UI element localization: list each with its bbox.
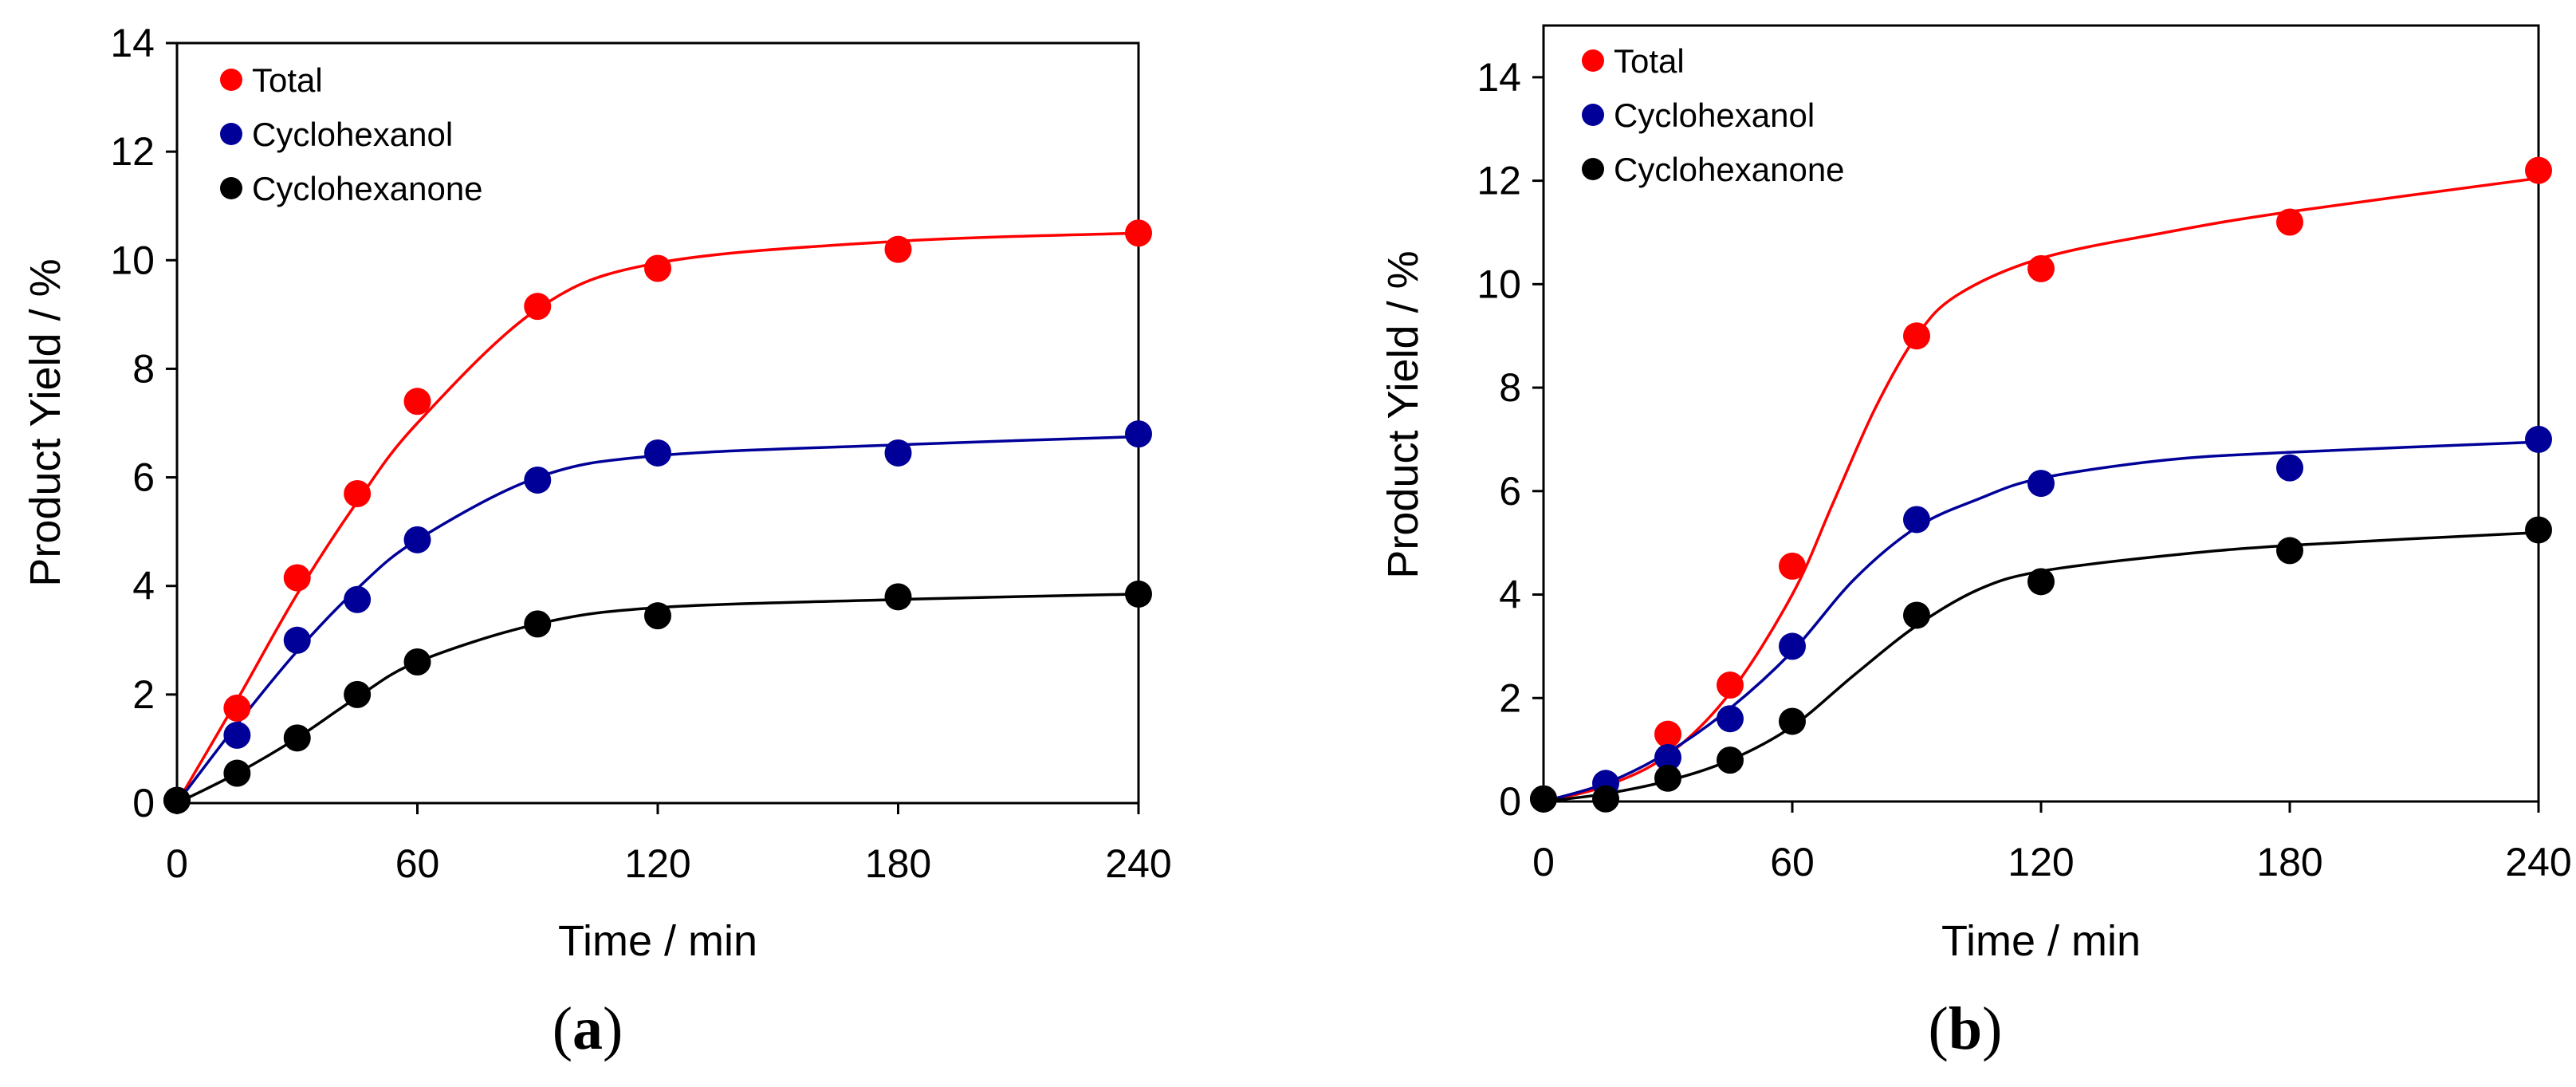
data-point-cyclohexanone bbox=[1903, 601, 1930, 629]
data-point-total bbox=[1903, 322, 1930, 350]
data-point-cyclohexanol bbox=[1903, 506, 1930, 534]
y-tick-label: 6 bbox=[132, 455, 155, 500]
plot-frame bbox=[1542, 24, 2540, 803]
data-point-total bbox=[2525, 156, 2552, 184]
plot-frame bbox=[175, 41, 1140, 805]
y-axis-label: Product Yield / % bbox=[1379, 250, 1427, 578]
y-tick-label: 8 bbox=[1499, 365, 1521, 410]
y-tick-label: 4 bbox=[1499, 573, 1521, 617]
x-tick-label: 180 bbox=[2256, 840, 2322, 884]
x-tick-label: 240 bbox=[1105, 841, 1171, 886]
data-point-cyclohexanol bbox=[344, 585, 372, 613]
y-tick-label: 2 bbox=[132, 672, 155, 717]
y-tick-label: 12 bbox=[1477, 159, 1521, 203]
legend-label-cyclohexanol: Cyclohexanol bbox=[1614, 96, 1815, 134]
data-point-cyclohexanol bbox=[403, 526, 431, 553]
x-tick-label: 120 bbox=[2008, 840, 2074, 884]
y-tick-label: 8 bbox=[132, 346, 155, 391]
data-point-cyclohexanone bbox=[223, 759, 251, 787]
data-point-cyclohexanol bbox=[1717, 705, 1744, 733]
data-point-cyclohexanone bbox=[1125, 580, 1152, 608]
panel-label: (b) bbox=[1929, 995, 2003, 1062]
data-point-total bbox=[524, 293, 552, 321]
data-point-cyclohexanone bbox=[2525, 516, 2552, 544]
data-point-cyclohexanone bbox=[1592, 785, 1619, 813]
x-tick-label: 240 bbox=[2505, 840, 2571, 884]
legend-label-cyclohexanone: Cyclohexanone bbox=[1614, 151, 1845, 188]
data-point-cyclohexanol bbox=[1125, 420, 1152, 448]
chart-panel-a: 0 2 4 6 8 10 12 14 0 60 120 180 240 Time / min Product… bbox=[22, 21, 1172, 1062]
data-point-cyclohexanol bbox=[283, 626, 311, 654]
x-tick-label: 0 bbox=[166, 841, 188, 886]
legend-marker-total bbox=[1582, 49, 1604, 72]
panel-label: (a) bbox=[553, 995, 623, 1062]
data-point-cyclohexanone bbox=[2027, 568, 2055, 596]
data-point-cyclohexanol bbox=[2525, 425, 2552, 453]
data-point-cyclohexanol bbox=[2027, 470, 2055, 498]
data-point-total bbox=[884, 235, 912, 263]
data-point-cyclohexanone bbox=[1779, 707, 1806, 735]
data-point-total bbox=[1125, 219, 1152, 247]
legend-marker-cyclohexanone bbox=[1582, 158, 1604, 180]
legend-label-cyclohexanol: Cyclohexanol bbox=[252, 116, 453, 153]
data-point-cyclohexanone bbox=[283, 724, 311, 752]
x-tick-label: 60 bbox=[395, 841, 440, 886]
x-axis-label: Time / min bbox=[558, 917, 757, 965]
data-point-total bbox=[2027, 254, 2055, 282]
data-point-cyclohexanone bbox=[344, 680, 372, 708]
y-tick-label: 2 bbox=[1499, 675, 1521, 720]
y-tick-label: 0 bbox=[132, 781, 155, 825]
data-point-total bbox=[283, 564, 311, 592]
data-point-cyclohexanone bbox=[524, 610, 552, 638]
data-point-cyclohexanone bbox=[884, 583, 912, 611]
y-tick-label: 6 bbox=[1499, 469, 1521, 514]
data-point-total bbox=[1654, 720, 1681, 748]
y-tick-label: 14 bbox=[1477, 55, 1521, 100]
fit-curve-total bbox=[177, 231, 1139, 803]
y-tick-label: 12 bbox=[110, 129, 155, 174]
data-point-cyclohexanol bbox=[1654, 743, 1681, 771]
x-tick-label: 120 bbox=[624, 841, 690, 886]
legend-marker-cyclohexanol bbox=[1582, 104, 1604, 126]
legend-label-total: Total bbox=[1614, 42, 1685, 80]
y-tick-label: 14 bbox=[110, 21, 155, 65]
data-point-total bbox=[223, 694, 251, 722]
data-point-cyclohexanol bbox=[884, 439, 912, 467]
data-point-total bbox=[2276, 208, 2303, 236]
data-point-cyclohexanone bbox=[163, 786, 191, 814]
y-tick-label: 0 bbox=[1499, 779, 1521, 824]
legend-label-total: Total bbox=[252, 61, 323, 99]
data-point-cyclohexanol bbox=[644, 439, 671, 467]
chart-panel-b: 0 2 4 6 8 10 12 14 0 60 120 180 240 Time / min Product… bbox=[1379, 24, 2572, 1062]
data-point-cyclohexanone bbox=[2276, 537, 2303, 565]
data-point-cyclohexanol bbox=[2276, 454, 2303, 482]
data-point-cyclohexanone bbox=[644, 602, 671, 630]
data-point-cyclohexanone bbox=[1530, 785, 1557, 813]
x-tick-label: 0 bbox=[1532, 840, 1555, 884]
y-axis-label: Product Yield / % bbox=[22, 258, 69, 586]
legend-marker-cyclohexanone bbox=[220, 177, 242, 199]
data-point-cyclohexanol bbox=[1779, 632, 1806, 660]
x-axis-label: Time / min bbox=[1941, 917, 2141, 965]
data-point-total bbox=[1779, 552, 1806, 580]
legend-marker-cyclohexanol bbox=[220, 123, 242, 145]
x-tick-label: 180 bbox=[865, 841, 931, 886]
data-point-total bbox=[344, 479, 372, 507]
data-point-total bbox=[1717, 671, 1744, 699]
data-point-cyclohexanol bbox=[223, 721, 251, 749]
data-point-cyclohexanone bbox=[1717, 746, 1744, 774]
data-point-cyclohexanone bbox=[1654, 764, 1681, 792]
data-point-total bbox=[644, 254, 671, 282]
data-point-cyclohexanone bbox=[403, 648, 431, 676]
y-tick-label: 10 bbox=[1477, 262, 1521, 306]
y-tick-label: 4 bbox=[132, 564, 155, 608]
legend-label-cyclohexanone: Cyclohexanone bbox=[252, 170, 483, 207]
data-point-cyclohexanol bbox=[524, 466, 552, 494]
y-tick-label: 10 bbox=[110, 238, 155, 282]
legend-marker-total bbox=[220, 69, 242, 91]
data-point-total bbox=[403, 388, 431, 416]
x-tick-label: 60 bbox=[1770, 840, 1815, 884]
